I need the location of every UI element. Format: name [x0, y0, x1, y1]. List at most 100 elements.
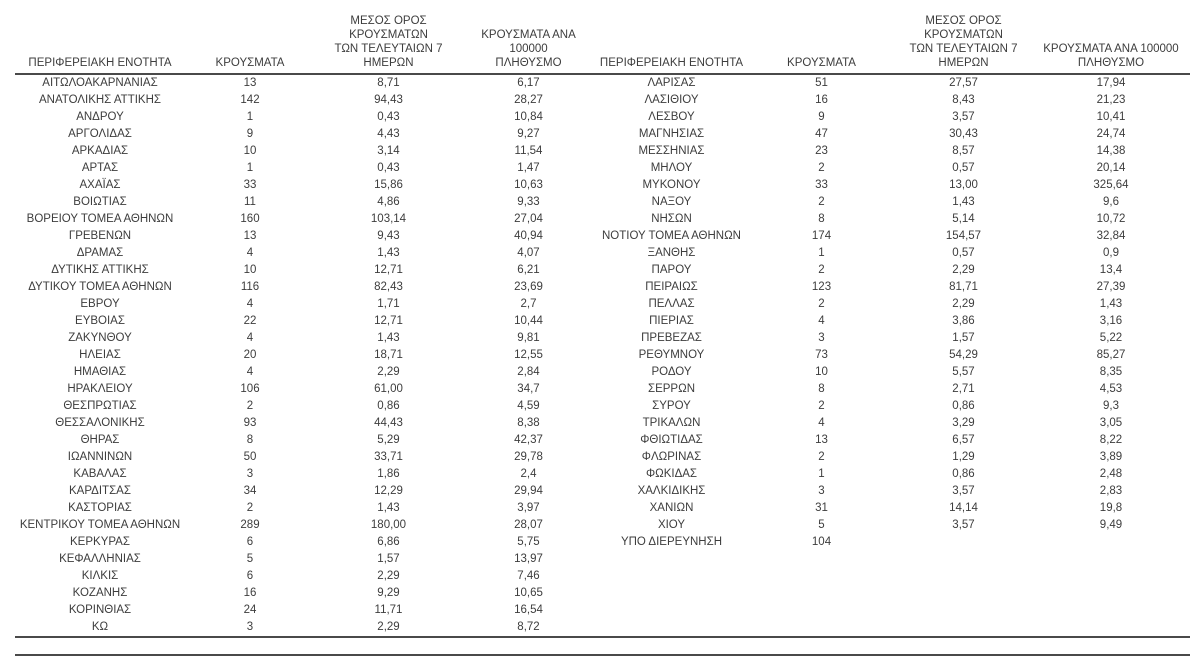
per100k-value-cell: 5,22: [1099, 332, 1123, 344]
per100k-value-cell: 4,53: [1099, 383, 1123, 395]
cases-value-cell: 2: [818, 451, 825, 463]
cases-value-cell: 3: [818, 485, 825, 497]
avg7-value-cell: 1,86: [377, 468, 400, 480]
region-name-cell: ΑΡΚΑΔΙΑΣ: [71, 145, 129, 157]
per100k-value-cell: 28,27: [514, 94, 543, 106]
region-name-cell: ΚΑΒΑΛΑΣ: [73, 468, 127, 480]
region-name-cell: ΜΕΣΣΗΝΙΑΣ: [638, 145, 705, 157]
region-name-cell: ΞΑΝΘΗΣ: [647, 247, 696, 259]
region-name-cell: ΗΡΑΚΛΕΙΟΥ: [67, 383, 133, 395]
per100k-value-cell: 3,97: [517, 502, 540, 514]
per100k-value-cell: 10,65: [514, 587, 543, 599]
cases-value-cell: 2: [818, 298, 825, 310]
avg7-value-cell: 1,43: [377, 247, 400, 259]
avg7-value-cell: 4,43: [377, 128, 400, 140]
avg7-value-cell: 30,43: [949, 128, 978, 140]
table-row: ΔΥΤΙΚΟΥ ΤΟΜΕΑ ΑΘΗΝΩΝ 116 82,43 23,69 ΠΕΙΡΑΙΩ…: [15, 279, 1190, 296]
per100k-value-cell: 16,54: [514, 604, 543, 616]
cases-value-cell: 13: [243, 230, 257, 242]
cases-value-cell: 123: [811, 281, 832, 293]
avg7-value-cell: 0,86: [952, 468, 975, 480]
region-name-cell: ΕΥΒΟΙΑΣ: [75, 315, 125, 327]
avg7-value-cell: 1,29: [952, 451, 975, 463]
cases-value-cell: [748, 551, 895, 568]
avg7-value-cell: 2,71: [952, 383, 975, 395]
cases-value-cell: [748, 568, 895, 585]
avg7-value-cell: 3,14: [377, 145, 400, 157]
per100k-value-cell: 27,04: [514, 213, 543, 225]
avg7-value-cell: 2,29: [377, 570, 400, 582]
region-name-cell: ΘΗΡΑΣ: [80, 434, 120, 446]
region-name-cell: ΔΥΤΙΚΗΣ ΑΤΤΙΚΗΣ: [51, 264, 149, 276]
table-row: ΑΡΤΑΣ 1 0,43 1,47 ΜΗΛΟΥ 2 0,57 20,14: [15, 160, 1190, 177]
per100k-value-cell: 3,05: [1099, 417, 1123, 429]
table-row: ΚΕΦΑΛΛΗΝΙΑΣ 5 1,57 13,97: [15, 551, 1190, 568]
avg7-value-cell: 1,57: [377, 553, 400, 565]
per100k-value-cell: 34,7: [517, 383, 540, 395]
cases-value-cell: 33: [815, 179, 828, 191]
region-name-cell: ΓΡΕΒΕΝΩΝ: [68, 230, 132, 242]
region-name-cell: ΛΑΡΙΣΑΣ: [647, 77, 696, 89]
per100k-value-cell: 3,89: [1099, 451, 1123, 463]
header-row: ΠΕΡΙΦΕΡΕΙΑΚΗ ΕΝΟΤΗΤΑ ΚΡΟΥΣΜΑΤΑ ΜΕΣΟΣ ΟΡΟ…: [15, 14, 1190, 75]
region-name-cell: ΠΑΡΟΥ: [651, 264, 692, 276]
table-row: ΖΑΚΥΝΘΟΥ 4 1,43 9,81 ΠΡΕΒΕΖΑΣ 3 1,57 5,22: [15, 330, 1190, 347]
avg7-value-cell: 44,43: [374, 417, 403, 429]
cases-value-cell: 9: [246, 128, 254, 140]
cases-value-cell: 24: [243, 604, 257, 616]
avg7-value-cell: 3,57: [952, 519, 975, 531]
region-name-cell: ΘΕΣΠΡΩΤΙΑΣ: [63, 400, 137, 412]
per100k-value-cell: 325,64: [1093, 179, 1129, 191]
avg7-value-cell: 81,71: [949, 281, 978, 293]
table-row: ΔΥΤΙΚΗΣ ΑΤΤΙΚΗΣ 10 12,71 6,21 ΠΑΡΟΥ 2 2,29 13,4: [15, 262, 1190, 279]
per100k-value-cell: 6,17: [517, 77, 540, 89]
avg7-value-cell: 9,29: [377, 587, 400, 599]
regional-cases-table-container: ΠΕΡΙΦΕΡΕΙΑΚΗ ΕΝΟΤΗΤΑ ΚΡΟΥΣΜΑΤΑ ΜΕΣΟΣ ΟΡΟ…: [15, 14, 1190, 638]
cases-value-cell: 3: [818, 332, 825, 344]
table-row: ΑΡΓΟΛΙΔΑΣ 9 4,43 9,27 ΜΑΓΝΗΣΙΑΣ 47 30,43 24,74: [15, 126, 1190, 143]
header-avg7-right: ΜΕΣΟΣ ΟΡΟΣ ΚΡΟΥΣΜΑΤΩΝ ΤΩΝ ΤΕΛΕΥΤΑΙΩΝ 7 Η…: [895, 14, 1032, 75]
region-name-cell: ΣΥΡΟΥ: [652, 400, 691, 412]
per100k-value-cell: [1032, 568, 1190, 585]
table-row: ΙΩΑΝΝΙΝΩΝ 50 33,71 29,78 ΦΛΩΡΙΝΑΣ 2 1,29 3,89: [15, 449, 1190, 466]
per100k-value-cell: 2,7: [520, 298, 537, 310]
region-name-cell: ΠΙΕΡΙΑΣ: [649, 315, 694, 327]
avg7-value-cell: 94,43: [374, 94, 403, 106]
region-name-cell: ΕΒΡΟΥ: [80, 298, 120, 310]
per100k-value-cell: 9,27: [517, 128, 540, 140]
cases-value-cell: 8: [246, 434, 254, 446]
per100k-value-cell: 14,38: [1096, 145, 1126, 157]
region-name-cell: ΛΕΣΒΟΥ: [648, 111, 695, 123]
region-name-cell: ΑΝΑΤΟΛΙΚΗΣ ΑΤΤΙΚΗΣ: [38, 94, 161, 106]
avg7-value-cell: 13,00: [949, 179, 978, 191]
region-name-cell: [595, 585, 748, 602]
cases-value-cell: 13: [815, 434, 828, 446]
table-row: ΚΕΝΤΡΙΚΟΥ ΤΟΜΕΑ ΑΘΗΝΩΝ 289 180,00 28,07 ΧΙΟΥ…: [15, 517, 1190, 534]
table-row: ΚΩ 3 2,29 8,72: [15, 619, 1190, 638]
region-name-cell: ΠΕΙΡΑΙΩΣ: [645, 281, 698, 293]
cases-value-cell: 160: [240, 213, 260, 225]
cases-value-cell: [748, 602, 895, 619]
per100k-value-cell: 2,84: [517, 366, 540, 378]
table-body: ΑΙΤΩΛΟΑΚΑΡΝΑΝΙΑΣ 13 8,71 6,17 ΛΑΡΙΣΑΣ 51 27,57…: [15, 74, 1190, 638]
header-cases-right: ΚΡΟΥΣΜΑΤΑ: [748, 14, 895, 75]
region-name-cell: ΒΟΙΩΤΙΑΣ: [73, 196, 127, 208]
avg7-value-cell: [895, 619, 1032, 638]
per100k-value-cell: 9,81: [517, 332, 540, 344]
per100k-value-cell: 3,16: [1099, 315, 1123, 327]
table-row: ΓΡΕΒΕΝΩΝ 13 9,43 40,94 ΝΟΤΙΟΥ ΤΟΜΕΑ ΑΘΗΝΩΝ 17…: [15, 228, 1190, 245]
cases-value-cell: 23: [815, 145, 828, 157]
table-row: ΗΛΕΙΑΣ 20 18,71 12,55 ΡΕΘΥΜΝΟΥ 73 54,29 85,27: [15, 347, 1190, 364]
per100k-value-cell: 85,27: [1096, 349, 1126, 361]
per100k-value-cell: 17,94: [1096, 77, 1126, 89]
region-name-cell: ΖΑΚΥΝΘΟΥ: [68, 332, 132, 344]
avg7-value-cell: 0,57: [952, 247, 975, 259]
avg7-value-cell: [895, 568, 1032, 585]
region-name-cell: ΚΑΡΔΙΤΣΑΣ: [69, 485, 131, 497]
cases-value-cell: 1: [246, 162, 254, 174]
avg7-value-cell: 2,29: [952, 264, 975, 276]
per100k-value-cell: 13,4: [1099, 264, 1123, 276]
table-row: ΚΟΖΑΝΗΣ 16 9,29 10,65: [15, 585, 1190, 602]
avg7-value-cell: 5,57: [952, 366, 975, 378]
per100k-value-cell: 12,55: [514, 349, 543, 361]
